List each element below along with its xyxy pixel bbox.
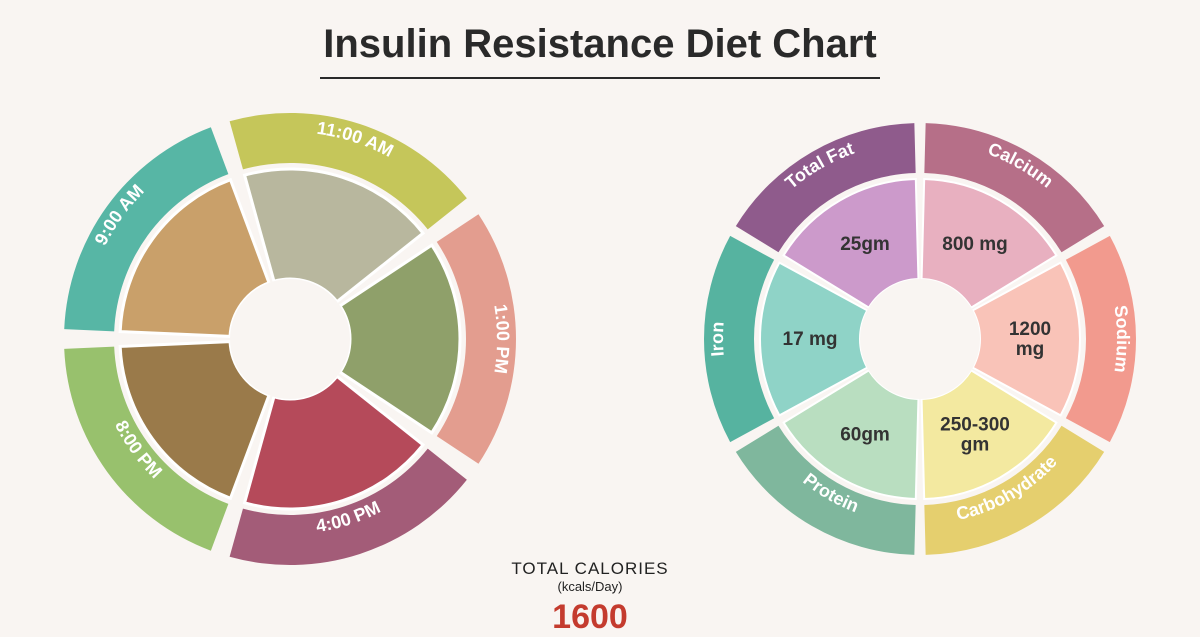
nutrient-wheel: Total Fat25gmCalcium800 mgSodium1200mgCa…	[700, 119, 1140, 559]
calories-sublabel: (kcals/Day)	[490, 579, 690, 594]
svg-text:800 mg: 800 mg	[942, 234, 1007, 255]
svg-text:60gm: 60gm	[840, 424, 890, 445]
svg-text:Sodium: Sodium	[1110, 304, 1133, 374]
total-calories: TOTAL CALORIES (kcals/Day) 1600	[490, 559, 690, 637]
page-title: Insulin Resistance Diet Chart	[0, 0, 1200, 67]
svg-text:1:00 PM: 1:00 PM	[490, 303, 513, 375]
svg-text:17 mg: 17 mg	[783, 329, 838, 350]
calories-label: TOTAL CALORIES	[490, 559, 690, 579]
charts-container: 9:00 AM11:00 AM1:00 PM4:00 PM8:00 PM Tot…	[0, 79, 1200, 619]
meal-time-wheel: 9:00 AM11:00 AM1:00 PM4:00 PM8:00 PM	[60, 109, 520, 569]
calories-value: 1600	[490, 598, 690, 637]
svg-text:25gm: 25gm	[840, 234, 890, 255]
